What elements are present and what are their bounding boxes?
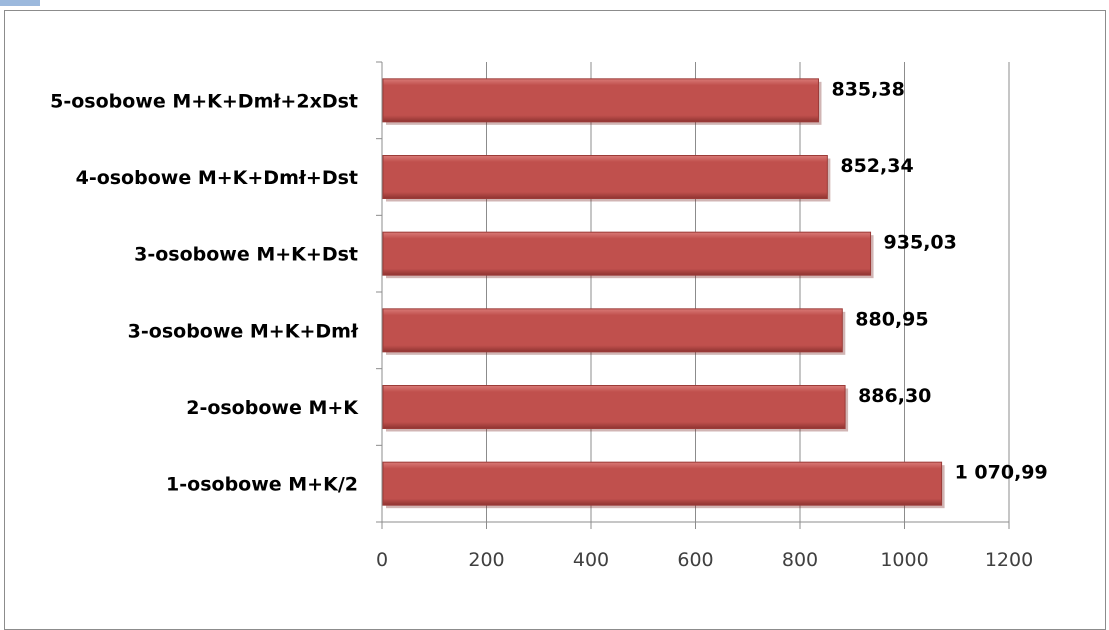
data-label: 886,30 bbox=[858, 385, 931, 407]
bar bbox=[382, 385, 846, 429]
data-label: 852,34 bbox=[840, 155, 913, 177]
x-tick-label: 1200 bbox=[985, 549, 1033, 571]
category-label: 4-osobowe M+K+Dmł+Dst bbox=[76, 167, 358, 189]
data-label: 1 070,99 bbox=[955, 462, 1048, 484]
x-tick-label: 400 bbox=[573, 549, 609, 571]
top-strip bbox=[0, 0, 1109, 10]
category-label: 3-osobowe M+K+Dst bbox=[134, 244, 358, 266]
x-tick-label: 200 bbox=[468, 549, 504, 571]
data-label: 880,95 bbox=[855, 308, 928, 330]
x-tick-label: 1000 bbox=[880, 549, 928, 571]
top-accent-mark bbox=[0, 0, 40, 6]
bar bbox=[382, 231, 872, 276]
bar bbox=[382, 308, 843, 353]
category-label: 3-osobowe M+K+Dmł bbox=[128, 320, 359, 342]
category-label: 5-osobowe M+K+Dmł+2xDst bbox=[50, 90, 358, 112]
labels: 0 200 400 600 800 1000 1200 1-osobowe M+K/2 1 07… bbox=[50, 78, 1048, 571]
x-tick-label: 800 bbox=[782, 549, 818, 571]
bar bbox=[382, 461, 943, 506]
data-label: 835,38 bbox=[831, 78, 904, 100]
gridlines bbox=[486, 62, 1010, 522]
bar bbox=[382, 155, 828, 199]
category-label: 1-osobowe M+K/2 bbox=[166, 474, 358, 496]
axes bbox=[376, 61, 1010, 529]
category-label: 2-osobowe M+K bbox=[186, 397, 359, 419]
data-label: 935,03 bbox=[884, 232, 957, 254]
x-tick-label: 0 bbox=[376, 549, 388, 571]
x-tick-label: 600 bbox=[677, 549, 713, 571]
bar bbox=[382, 78, 819, 123]
bars bbox=[382, 78, 945, 509]
